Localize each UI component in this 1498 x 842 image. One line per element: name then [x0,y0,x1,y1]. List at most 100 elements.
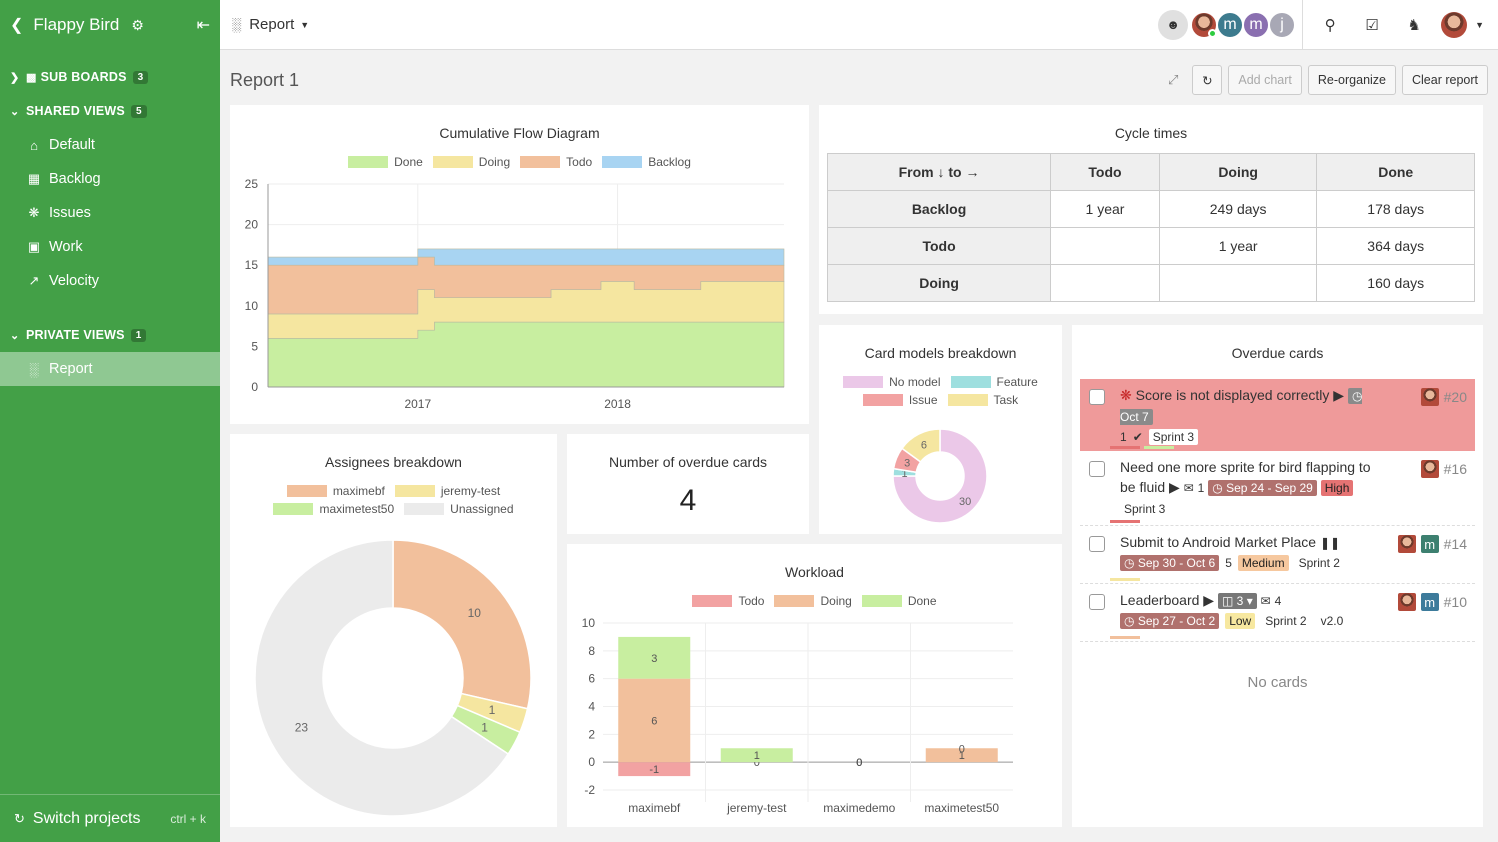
y-tick-label: 6 [588,672,595,686]
legend-item[interactable]: Backlog [602,155,691,169]
comment-icon: ✉ [1183,481,1194,495]
bell-icon[interactable]: ♞ [1407,16,1421,34]
legend-item[interactable]: Todo [692,594,764,608]
clock-icon: ◷ [1124,614,1135,628]
legend-item[interactable]: Feature [950,375,1038,389]
overdue-cards-card: Overdue cards ❋ Score is not displayed c… [1072,325,1483,827]
refresh-button[interactable]: ↻ [1192,65,1223,95]
overdue-card[interactable]: ❋ Score is not displayed correctly ▶ ◷ O… [1080,379,1475,451]
sidebar-item-label: Backlog [49,171,101,187]
legend-label: maximebf [332,484,385,498]
sidebar-item-work[interactable]: ▣ Work [0,230,220,264]
avatar [1420,460,1439,478]
play-icon: ▶ [1333,387,1345,403]
topbar: ░ Report ▼ ☻ m m j ⚲ ☑ ♞ ▼ [220,0,1498,50]
card-checkbox[interactable] [1089,389,1105,405]
overdue-card[interactable]: Need one more sprite for bird flapping t… [1080,451,1475,526]
add-chart-button[interactable]: Add chart [1228,65,1302,95]
gear-icon[interactable]: ⚙ [131,16,144,33]
area-series-backlog [267,248,785,266]
legend-item[interactable]: Done [348,155,423,169]
card-title: Submit to Android Market Place [1120,534,1317,550]
table-cell: 1 year [1158,227,1318,265]
sidebar-section-sub-boards[interactable]: ❯ ▩ SUB BOARDS 3 [0,60,220,94]
switch-projects-button[interactable]: ↻ Switch projects ctrl + k [0,794,220,842]
sidebar-item-velocity[interactable]: ↗ Velocity [0,264,220,298]
card-checkbox[interactable] [1089,594,1105,610]
user-menu[interactable]: ▼ [1441,11,1484,38]
legend-item[interactable]: Unassigned [404,502,514,516]
overdue-card[interactable]: Submit to Android Market Place ❚❚ ◷ Sep … [1080,526,1475,584]
search-icon[interactable]: ⚲ [1324,16,1336,34]
count-badge: 3 [132,70,149,84]
bar-chart-icon: ░ [232,17,242,32]
grid-icon: ▦ [27,171,41,186]
subcards-dropdown[interactable]: ◫ 3 ▾ [1217,593,1257,609]
priority-label: Low [1225,613,1256,629]
legend-item[interactable]: Todo [520,155,592,169]
x-tick-label: maximedemo [823,801,895,815]
row-header: Todo [826,227,1052,265]
legend-label: Doing [478,155,511,169]
expand-icon[interactable]: ⤢ [1167,72,1179,87]
add-member-icon[interactable]: ☻ [1158,9,1189,40]
legend-item[interactable]: maximebf [286,484,385,498]
switch-projects-label: Switch projects [32,809,141,827]
legend-item[interactable]: maximetest50 [273,502,394,516]
avatar[interactable]: m [1216,10,1245,39]
bar-done [618,636,691,679]
data-label: 6 [651,715,657,727]
table-header: Todo [1050,153,1160,191]
avatar[interactable]: j [1268,10,1297,39]
legend-item[interactable]: No model [843,375,941,389]
legend-item[interactable]: Issue [862,393,938,407]
avatar: m [1420,593,1439,611]
sidebar-section-shared-views[interactable]: ⌄ SHARED VIEWS 5 [0,94,220,128]
legend-label: Done [907,594,937,608]
sidebar-item-label: Report [49,361,93,377]
table-cell: 249 days [1158,190,1318,228]
bar-chart-icon: ░ [29,361,39,377]
legend-swatch [947,394,988,406]
project-name[interactable]: Flappy Bird [33,15,120,34]
overdue-card[interactable]: Leaderboard ▶ ◫ 3 ▾ ✉ 4 ◷ Sep 27 - Oct 2… [1080,584,1475,642]
legend-item[interactable]: Doing [774,594,852,608]
avatar[interactable] [1190,10,1219,39]
sidebar-item-default[interactable]: ⌂ Default [0,128,220,162]
legend-item[interactable]: Done [861,594,937,608]
workload-chart: -20246810maximebf-163jeremy-test01maxime… [582,616,1013,815]
slice-label: 10 [468,606,482,620]
due-date: Sep 24 - Sep 29 [1226,481,1313,495]
sidebar-item-report[interactable]: ░ Report [0,352,220,386]
legend-item[interactable]: Task [947,393,1018,407]
avatar[interactable]: m [1242,10,1271,39]
checkbox-icon[interactable]: ☑ [1365,16,1379,34]
reorganize-button[interactable]: Re-organize [1307,65,1396,95]
card-checkbox[interactable] [1089,536,1105,552]
sidebar-item-issues[interactable]: ❋ Issues [0,196,220,230]
collapse-sidebar-icon[interactable]: ⇤ [196,17,210,34]
y-tick-label: 0 [251,380,258,394]
clear-report-button[interactable]: Clear report [1402,65,1488,95]
avatar [1441,11,1468,38]
sidebar-section-private-views[interactable]: ⌄ PRIVATE VIEWS 1 [0,318,220,352]
view-switcher[interactable]: ░ Report ▼ [232,16,309,33]
card-checkbox[interactable] [1089,461,1105,477]
legend-label: Backlog [648,155,691,169]
assignees-card: Assignees breakdown maximebf jeremy-test m… [230,434,557,827]
legend-swatch [692,595,733,607]
legend-swatch [602,156,643,168]
table-cell: 160 days [1316,264,1475,302]
y-tick-label: 0 [588,755,595,769]
count-badge: 5 [130,104,147,118]
legend-item[interactable]: jeremy-test [394,484,500,498]
legend-item[interactable]: Doing [432,155,511,169]
card-number: #20 [1443,389,1467,405]
legend-label: Unassigned [450,502,514,516]
data-label: 0 [754,757,760,769]
table-row: Doing 160 days [826,264,1475,302]
legend-swatch [774,595,815,607]
back-chevron-icon[interactable]: ❮ [10,17,24,34]
y-tick-label: 5 [251,339,258,353]
sidebar-item-backlog[interactable]: ▦ Backlog [0,162,220,196]
